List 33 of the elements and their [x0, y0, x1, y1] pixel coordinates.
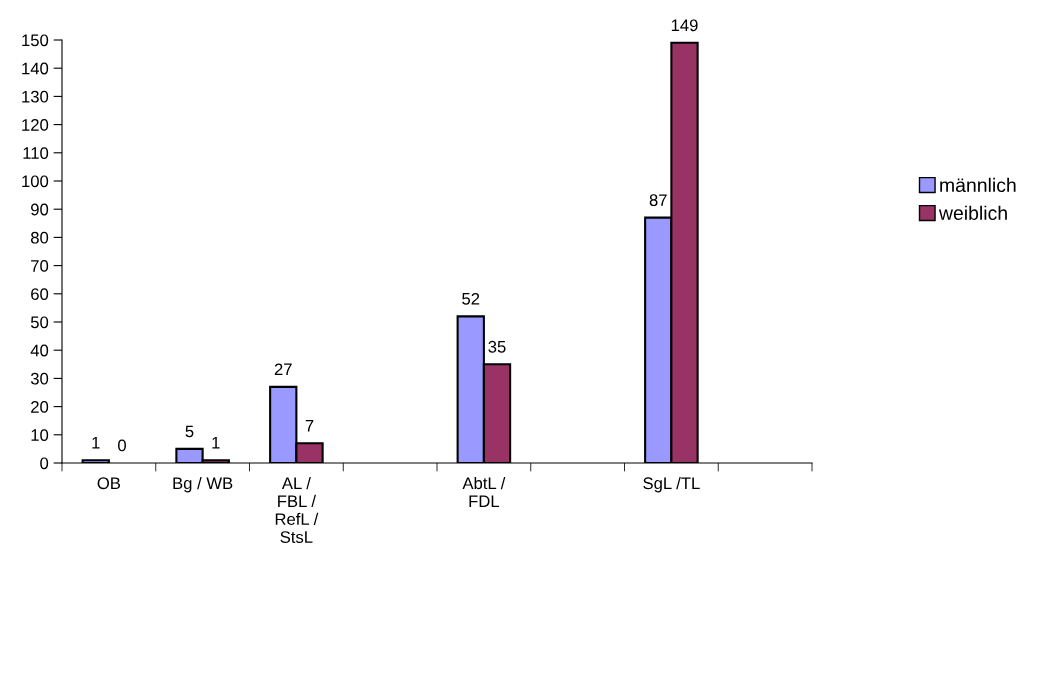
data-label: 27 [274, 363, 292, 376]
y-tick-label: 40 [30, 344, 49, 357]
data-label: 5 [185, 425, 194, 438]
x-tick-label: AbtL / FDL [462, 476, 506, 507]
x-tick-label: OB [97, 477, 121, 490]
data-label: 1 [212, 436, 220, 449]
data-label: 35 [488, 340, 506, 353]
y-tick-label: 50 [30, 316, 49, 329]
data-label: 0 [118, 439, 126, 452]
y-tick-label: 10 [31, 429, 49, 441]
data-label: 7 [305, 420, 314, 432]
x-tick-label: Bg / WB [173, 476, 233, 493]
y-tick-label: 90 [31, 203, 49, 216]
y-tick-label: 150 [22, 34, 49, 47]
y-tick-label: 20 [31, 401, 49, 413]
y-tick-label: 100 [22, 175, 49, 188]
y-tick-label: 130 [22, 90, 49, 103]
data-label: 87 [649, 194, 667, 207]
y-tick-label: 110 [23, 147, 49, 159]
data-label: 1 [92, 436, 100, 449]
legend-label: weiblich [938, 205, 1007, 220]
data-label: 52 [462, 292, 480, 305]
y-tick-label: 120 [22, 119, 49, 131]
y-tick-label: 80 [30, 231, 49, 244]
y-tick-label: 140 [22, 62, 49, 75]
data-label: 149 [671, 19, 698, 32]
y-tick-label: 30 [30, 372, 49, 385]
x-tick-label: AL / FBL / RefL / StsL [275, 476, 319, 543]
y-tick-label: 60 [31, 288, 49, 300]
y-tick-label: 70 [31, 260, 49, 272]
legend-label: männlich [940, 177, 1016, 193]
y-tick-label: 0 [40, 457, 49, 470]
x-tick-label: SgL /TL [643, 476, 700, 493]
